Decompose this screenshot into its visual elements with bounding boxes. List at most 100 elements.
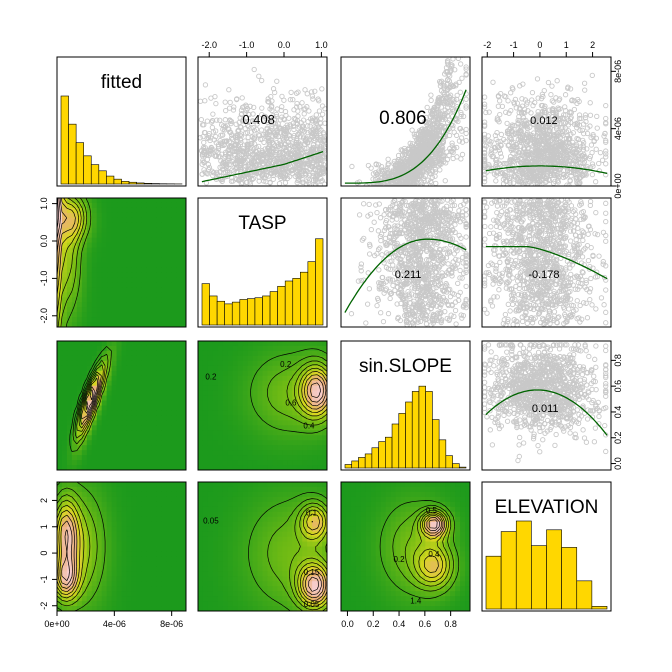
density-cell	[111, 217, 118, 224]
scatter-point	[282, 134, 288, 140]
scatter-point	[377, 280, 384, 286]
density-cell	[57, 247, 63, 254]
density-cell	[131, 292, 137, 298]
scatter-point	[312, 167, 319, 173]
scatter-point	[366, 241, 373, 247]
density-cell	[126, 297, 133, 303]
density-cell	[106, 232, 113, 239]
scatter-point	[427, 171, 434, 177]
scatter-point	[198, 98, 204, 104]
scatter-point	[540, 102, 546, 109]
density-cell	[171, 227, 177, 234]
scatter-point	[295, 89, 301, 95]
scatter-point	[294, 117, 300, 124]
scatter-point	[221, 123, 227, 129]
density-cell	[131, 242, 137, 249]
density-cell	[136, 267, 142, 274]
scatter-point	[506, 110, 512, 116]
scatter-point	[413, 174, 419, 180]
scatter-point	[488, 151, 494, 158]
scatter-point	[589, 161, 596, 167]
density-cell	[156, 282, 162, 288]
scatter-point	[513, 141, 519, 148]
scatter-point	[580, 153, 586, 159]
scatter-point	[593, 135, 599, 141]
density-cell	[101, 212, 108, 219]
scatter-point	[455, 51, 459, 55]
density-cell	[151, 252, 157, 259]
scatter-point	[269, 107, 275, 114]
density-cell	[166, 247, 172, 254]
histogram-bar	[75, 142, 84, 185]
scatter-point	[391, 270, 398, 276]
density-cell	[96, 322, 103, 327]
scatter-point	[589, 72, 595, 79]
scatter-point	[507, 126, 513, 133]
scatter-point	[394, 301, 400, 307]
scatter-point	[502, 172, 508, 178]
density-cell	[86, 217, 93, 224]
density-cell	[57, 257, 63, 264]
scatter-point	[219, 178, 225, 185]
scatter-point	[420, 224, 426, 230]
scatter-point	[375, 297, 382, 303]
density-cell	[71, 257, 78, 264]
scatter-point	[464, 12, 468, 16]
density-cell	[76, 297, 83, 303]
scatter-point	[296, 130, 303, 136]
scatter-point	[202, 145, 208, 151]
scatter-point	[574, 146, 580, 153]
density-cell	[131, 287, 137, 293]
scatter-point	[485, 133, 491, 139]
density-cell	[181, 202, 186, 209]
scatter-point	[416, 246, 422, 253]
density-cell	[71, 322, 78, 327]
scatter-point	[454, 144, 460, 151]
density-cell	[181, 232, 186, 239]
scatter-point	[208, 119, 215, 125]
scatter-point	[463, 40, 467, 44]
scatter-point	[397, 282, 404, 288]
density-cell	[131, 267, 137, 274]
scatter-point	[403, 319, 410, 325]
density-cell	[66, 272, 73, 278]
scatter-point	[549, 98, 555, 104]
density-cell	[121, 322, 128, 327]
density-cell	[81, 217, 88, 224]
density-cell	[136, 302, 142, 308]
scatter-point	[309, 149, 315, 155]
density-cell	[57, 297, 63, 303]
scatter-point	[514, 147, 520, 154]
histogram-bar	[216, 300, 225, 326]
scatter-point	[499, 169, 505, 176]
scatter-point	[503, 139, 509, 145]
scatter-point	[374, 251, 380, 257]
histogram-bar	[143, 182, 153, 185]
scatter-point	[464, 4, 468, 8]
scatter-point	[560, 129, 566, 135]
density-cell	[86, 212, 93, 219]
density-cell	[76, 217, 83, 224]
density-cell	[151, 267, 157, 274]
scatter-point	[410, 322, 417, 327]
panel-TASP-fitted	[56, 197, 187, 328]
scatter-point	[583, 165, 590, 171]
variable-label-TASP: TASP	[238, 213, 286, 234]
scatter-point	[588, 134, 594, 141]
scatter-point	[204, 156, 211, 163]
scatter-point	[429, 276, 436, 282]
density-cell	[146, 267, 152, 274]
density-cell	[126, 257, 133, 264]
scatter-point	[256, 132, 262, 138]
scatter-point	[306, 181, 313, 186]
density-cell	[151, 322, 157, 327]
density-cell	[176, 272, 182, 278]
scatter-point	[554, 133, 560, 139]
panel-frame	[340, 56, 471, 187]
density-cell	[166, 262, 172, 269]
scatter-point	[429, 279, 436, 286]
density-cell	[166, 302, 172, 308]
scatter-point	[558, 144, 564, 150]
density-cell	[91, 272, 98, 278]
scatter-point	[509, 122, 516, 128]
